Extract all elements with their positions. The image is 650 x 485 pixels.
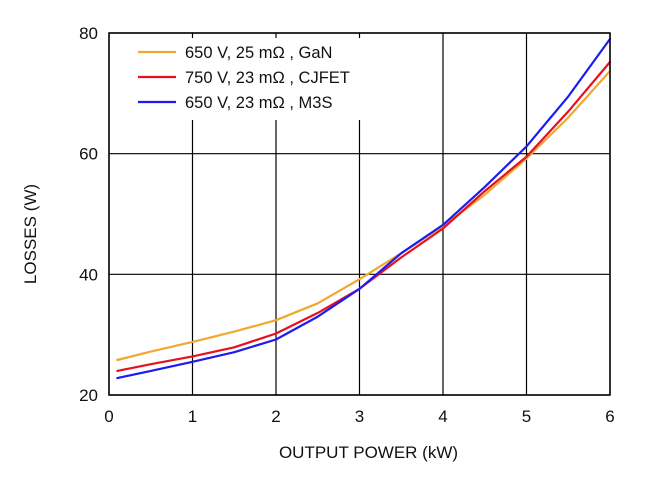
x-tick-label: 5 — [522, 407, 531, 426]
y-tick-label: 40 — [79, 265, 98, 284]
y-tick-label: 20 — [79, 386, 98, 405]
series-layer — [116, 37, 612, 380]
x-tick-label: 1 — [188, 407, 197, 426]
tick-label-layer: 0 1 2 3 4 5 6 20 40 60 80 — [79, 24, 615, 426]
legend: 650 V, 25 mΩ , GaN 750 V, 23 mΩ , CJFET 65… — [126, 38, 388, 120]
x-tick-label: 3 — [355, 407, 364, 426]
legend-label: 650 V, 23 mΩ , M3S — [185, 94, 332, 112]
plot-frame — [108, 32, 611, 396]
legend-label: 650 V, 25 mΩ , GaN — [185, 44, 332, 62]
x-axis-title: OUTPUT POWER (kW) — [279, 443, 458, 462]
series-line-1 — [116, 69, 612, 362]
legend-label: 750 V, 23 mΩ , CJFET — [185, 69, 350, 87]
x-tick-label: 6 — [605, 407, 614, 426]
series-line-3 — [116, 37, 612, 380]
x-tick-label: 2 — [271, 407, 280, 426]
y-tick-label: 80 — [79, 24, 98, 43]
y-axis-title: LOSSES (W) — [21, 184, 40, 284]
y-tick-label: 60 — [79, 145, 98, 164]
x-tick-label: 4 — [438, 407, 447, 426]
x-tick-label: 0 — [104, 407, 113, 426]
